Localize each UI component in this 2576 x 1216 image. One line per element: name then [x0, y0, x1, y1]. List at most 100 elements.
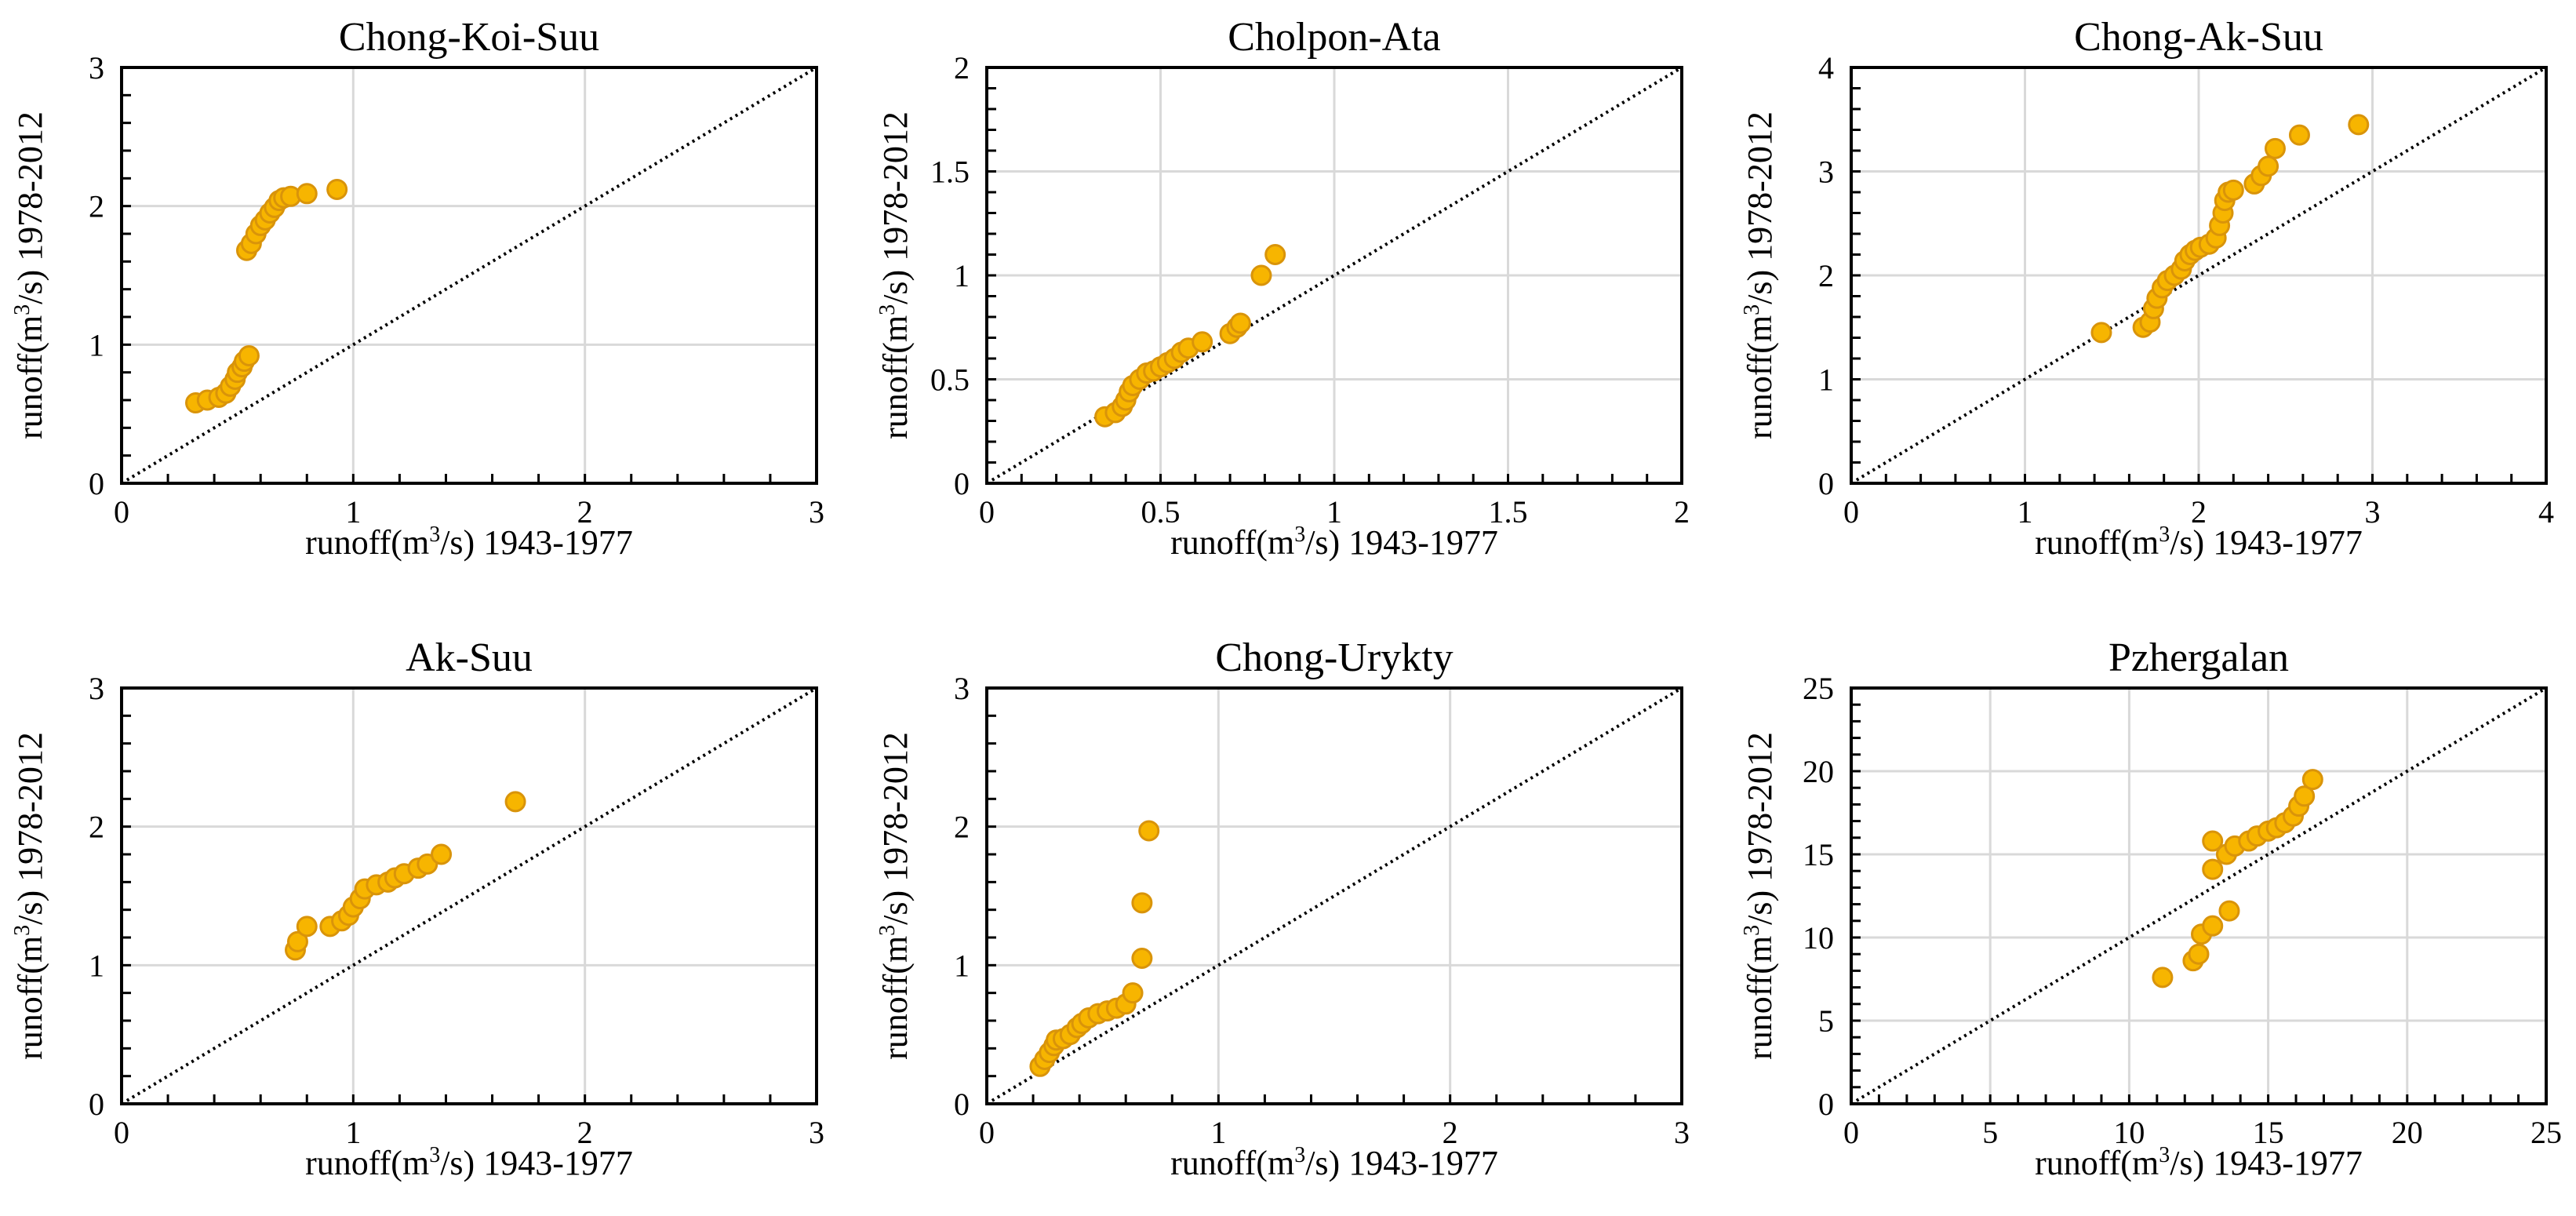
x-tick-label: 1 — [1210, 1115, 1226, 1150]
x-tick-label: 4 — [2538, 494, 2554, 530]
y-axis-label: runoff(m3/s) 1978-2012 — [1740, 732, 1779, 1060]
reference-line-1to1 — [985, 686, 1683, 1105]
data-point — [2288, 124, 2310, 146]
x-tick-label: 0.5 — [1141, 494, 1181, 530]
x-tick-label: 3 — [2365, 494, 2381, 530]
chart-title: Chong-Urykty — [1215, 635, 1453, 680]
data-point — [1192, 331, 1213, 353]
y-tick-label: 1 — [954, 948, 970, 983]
x-axis-label: runoff(m3/s) 1943-1977 — [2035, 1143, 2363, 1182]
x-tick-label: 1 — [2018, 494, 2033, 530]
x-tick-label: 25 — [2531, 1115, 2562, 1150]
y-axis-label: runoff(m3/s) 1978-2012 — [875, 111, 915, 439]
chart-panel: 0 1 2 3 0 1 2 3 Chong-Urykty runoff(m3/s) 1943-19… — [875, 635, 1690, 1182]
y-tick-label: 2 — [1818, 258, 1834, 293]
x-tick-label: 1 — [345, 494, 361, 530]
y-tick-label: 1 — [1818, 362, 1834, 398]
x-tick-label: 0 — [979, 1115, 995, 1150]
data-point — [2202, 830, 2224, 852]
data-point — [1122, 982, 1144, 1004]
chart-title: Cholpon-Ata — [1228, 15, 1441, 60]
x-tick-label: 0 — [1843, 1115, 1859, 1150]
x-tick-label: 2 — [577, 1115, 593, 1150]
data-point — [2152, 967, 2174, 988]
x-tick-label: 2 — [2191, 494, 2207, 530]
x-tick-label: 1 — [1326, 494, 1342, 530]
reference-line-1to1 — [120, 686, 818, 1105]
data-point — [2218, 900, 2240, 922]
data-point — [2264, 137, 2286, 159]
chart-panel: 0 1 2 3 0 1 2 3 Chong-Koi-Suu runoff(m3/s) 1943-1… — [10, 15, 824, 562]
data-point — [1229, 312, 1251, 334]
y-tick-label: 0 — [89, 466, 104, 501]
data-point — [2090, 322, 2112, 344]
x-tick-label: 3 — [809, 494, 824, 530]
y-tick-label: 0 — [1818, 1087, 1834, 1122]
data-point — [2188, 943, 2210, 965]
y-tick-label: 1 — [89, 327, 104, 362]
data-point — [1264, 244, 1286, 265]
y-tick-label: 2 — [89, 810, 104, 845]
y-tick-label: 0 — [89, 1087, 104, 1122]
y-tick-label: 15 — [1803, 837, 1834, 872]
x-tick-label: 0 — [1843, 494, 1859, 530]
x-tick-label: 1.5 — [1489, 494, 1528, 530]
chart-panel: 0 1 2 3 0 1 2 3 Ak-Suu runoff(m3/s) 1943-1977 runo… — [10, 635, 824, 1182]
y-tick-label: 3 — [954, 671, 970, 706]
chart-panel: 0 1 2 3 4 0 1 2 3 4 Chong-Ak-Suu runoff(m3/s) 1943-… — [1740, 15, 2554, 562]
y-tick-label: 0 — [954, 466, 970, 501]
y-tick-label: 0 — [954, 1087, 970, 1122]
x-tick-label: 20 — [2392, 1115, 2423, 1150]
y-tick-label: 25 — [1803, 671, 1834, 706]
y-tick-label: 3 — [89, 50, 104, 86]
x-axis-label: runoff(m3/s) 1943-1977 — [305, 1143, 633, 1182]
x-tick-label: 2 — [577, 494, 593, 530]
data-point — [1138, 820, 1160, 842]
data-point — [2348, 114, 2370, 136]
x-tick-label: 1 — [345, 1115, 361, 1150]
data-point — [326, 178, 348, 200]
y-tick-label: 10 — [1803, 920, 1834, 956]
plot-frame — [1850, 686, 2548, 1105]
x-tick-label: 0 — [114, 1115, 129, 1150]
data-point — [296, 183, 318, 205]
y-tick-label: 3 — [1818, 155, 1834, 190]
y-tick-label: 0.5 — [930, 362, 970, 398]
chart-title: Ak-Suu — [406, 635, 533, 680]
y-tick-label: 2 — [954, 810, 970, 845]
data-point — [2301, 769, 2323, 791]
chart-panel: 0 0.5 1 1.5 2 0 0.5 1 1.5 2 Cholpon-Ata runoff(m3/s… — [875, 15, 1690, 562]
data-point — [2202, 858, 2224, 880]
data-point — [431, 843, 453, 865]
y-axis-label: runoff(m3/s) 1978-2012 — [10, 732, 49, 1060]
y-tick-label: 4 — [1818, 50, 1834, 86]
data-point — [2222, 179, 2244, 201]
x-tick-label: 2 — [1443, 1115, 1458, 1150]
data-point — [286, 930, 308, 952]
x-tick-label: 0 — [114, 494, 129, 530]
chart-panel: 0 5 10 15 20 25 0 5 10 15 20 25 Pzhergalan runoff(m3/… — [1740, 635, 2562, 1182]
y-tick-label: 1 — [954, 258, 970, 293]
y-tick-label: 1.5 — [930, 155, 970, 190]
x-axis-label: runoff(m3/s) 1943-1977 — [1170, 522, 1498, 562]
data-point — [238, 344, 260, 366]
x-axis-label: runoff(m3/s) 1943-1977 — [305, 522, 633, 562]
y-tick-label: 0 — [1818, 466, 1834, 501]
chart-title: Pzhergalan — [2108, 635, 2289, 680]
y-axis-label: runoff(m3/s) 1978-2012 — [875, 732, 915, 1060]
x-tick-label: 10 — [2113, 1115, 2145, 1150]
plot-frame — [120, 686, 818, 1105]
y-tick-label: 5 — [1818, 1003, 1834, 1039]
y-tick-label: 3 — [89, 671, 104, 706]
data-point — [1250, 264, 1272, 286]
data-point — [1131, 892, 1153, 914]
plot-frame — [120, 66, 818, 485]
data-point — [2258, 155, 2279, 177]
x-tick-label: 15 — [2253, 1115, 2284, 1150]
x-axis-label: runoff(m3/s) 1943-1977 — [2035, 522, 2363, 562]
data-point — [2202, 915, 2224, 937]
data-point — [2294, 785, 2316, 807]
chart-title: Chong-Ak-Suu — [2074, 15, 2323, 60]
plot-frame — [985, 686, 1683, 1105]
